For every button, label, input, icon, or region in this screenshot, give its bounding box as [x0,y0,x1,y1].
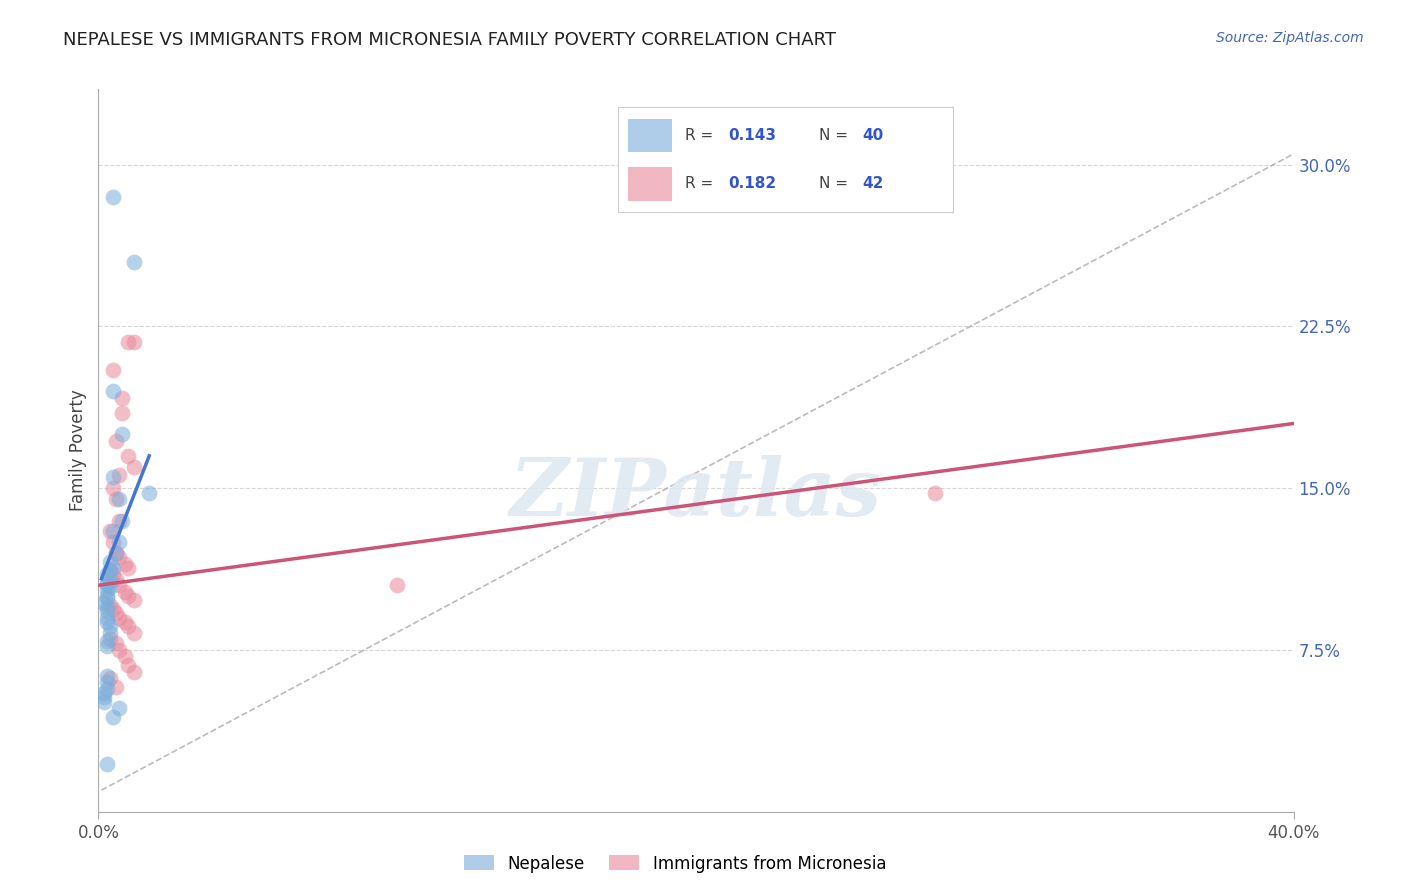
Point [117,589,139,603]
Point [124,625,146,640]
Point [96,604,118,618]
Point [96,669,118,683]
Point [98,598,122,612]
Point [96,675,118,690]
Point [117,619,139,633]
Point [96,615,118,629]
Text: Source: ZipAtlas.com: Source: ZipAtlas.com [1216,31,1364,45]
Point [98,632,122,647]
Point [108,550,131,565]
Point [385,578,409,592]
Point [96,591,118,606]
Point [117,334,139,349]
Point [111,406,134,420]
Point [96,634,118,648]
Point [111,427,134,442]
Point [96,681,118,696]
Point [924,485,946,500]
Point [103,362,125,376]
Point [114,557,136,571]
Point [108,535,131,549]
Point [96,576,118,591]
Point [124,459,146,474]
Point [108,701,131,715]
Point [138,485,160,500]
Point [108,643,131,657]
Point [98,555,122,569]
Point [114,615,136,629]
Point [96,639,118,653]
Point [103,567,125,582]
Point [105,680,128,694]
Point [93,690,115,705]
Point [111,391,134,405]
Point [105,434,128,448]
Point [93,695,115,709]
Point [124,334,146,349]
Point [98,563,122,577]
Point [98,671,122,685]
Point [105,572,128,586]
Point [93,595,115,609]
Point [96,757,118,772]
Text: NEPALESE VS IMMIGRANTS FROM MICRONESIA FAMILY POVERTY CORRELATION CHART: NEPALESE VS IMMIGRANTS FROM MICRONESIA F… [63,31,837,49]
Point [96,567,118,582]
Point [105,607,128,621]
Point [103,384,125,399]
Point [124,593,146,607]
Point [108,514,131,528]
Point [103,470,125,484]
Point [117,561,139,575]
Point [105,546,128,560]
Point [103,524,125,539]
Point [98,619,122,633]
Text: ZIPatlas: ZIPatlas [510,455,882,533]
Point [103,602,125,616]
Point [96,578,118,592]
Point [98,572,122,586]
Point [108,610,131,624]
Point [111,514,134,528]
Point [114,584,136,599]
Point [103,710,125,724]
Point [108,491,131,506]
Point [124,665,146,679]
Point [103,190,125,204]
Point [103,561,125,575]
Point [103,535,125,549]
Point [105,546,128,560]
Point [108,578,131,592]
Point [117,658,139,673]
Point [105,491,128,506]
Legend: Nepalese, Immigrants from Micronesia: Nepalese, Immigrants from Micronesia [457,848,893,880]
Point [93,686,115,700]
Point [96,610,118,624]
Point [98,563,122,577]
Point [117,449,139,463]
Y-axis label: Family Poverty: Family Poverty [69,390,87,511]
Point [96,582,118,597]
Point [108,468,131,483]
Point [98,581,122,595]
Point [114,649,136,664]
Point [124,254,146,268]
Point [98,524,122,539]
Point [96,589,118,603]
Point [103,481,125,495]
Point [98,625,122,640]
Point [96,599,118,614]
Point [105,636,128,650]
